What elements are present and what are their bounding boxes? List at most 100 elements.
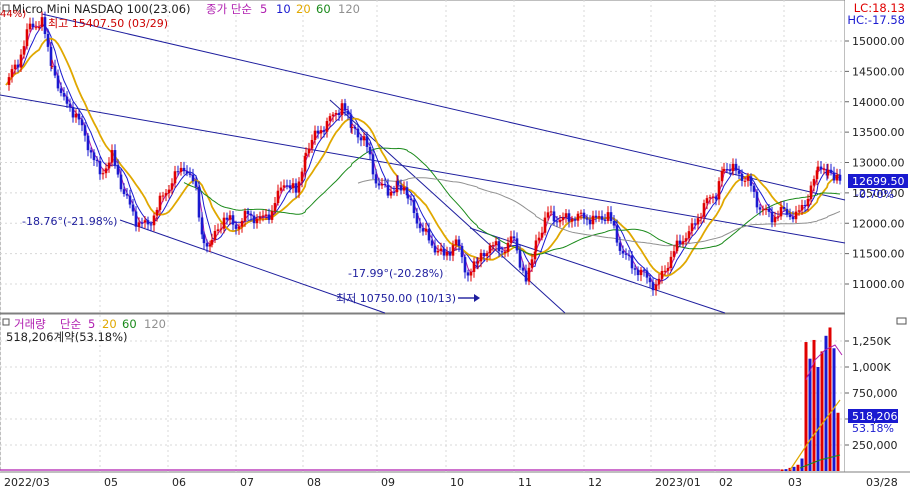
candle-body[interactable] (304, 153, 308, 157)
candle-body[interactable] (392, 191, 396, 193)
candle-body[interactable] (815, 170, 819, 180)
candle-body[interactable] (170, 183, 174, 190)
candle-body[interactable] (131, 204, 135, 212)
candle-body[interactable] (77, 113, 81, 120)
candle-body[interactable] (521, 267, 525, 271)
candle-body[interactable] (767, 208, 771, 212)
candle-body[interactable] (797, 210, 801, 212)
candle-body[interactable] (585, 218, 589, 220)
candle-body[interactable] (182, 167, 186, 172)
candle-body[interactable] (678, 240, 682, 244)
candle-body[interactable] (734, 163, 738, 171)
candle-body[interactable] (764, 208, 768, 210)
candle-body[interactable] (624, 253, 628, 255)
candle-body[interactable] (161, 195, 165, 197)
candle-body[interactable] (555, 221, 559, 223)
candle-body[interactable] (591, 215, 595, 225)
candle-body[interactable] (491, 245, 495, 247)
candle-body[interactable] (543, 217, 547, 233)
candle-body[interactable] (158, 195, 162, 210)
candle-body[interactable] (343, 103, 347, 111)
candle-body[interactable] (785, 208, 789, 215)
candle-body[interactable] (621, 250, 625, 254)
candle-body[interactable] (202, 234, 206, 244)
candle-body[interactable] (137, 222, 141, 227)
price-panel[interactable] (0, 0, 846, 314)
candle-body[interactable] (249, 214, 253, 216)
candle-body[interactable] (579, 212, 583, 214)
candle-body[interactable] (134, 211, 138, 227)
candle-body[interactable] (346, 110, 350, 115)
candle-body[interactable] (122, 189, 126, 195)
candle-body[interactable] (285, 185, 289, 187)
candle-body[interactable] (630, 255, 634, 269)
candle-body[interactable] (681, 241, 685, 244)
candle-body[interactable] (806, 198, 810, 207)
candle-body[interactable] (399, 185, 403, 191)
candle-body[interactable] (819, 166, 823, 170)
candle-body[interactable] (194, 181, 198, 187)
candle-body[interactable] (83, 125, 87, 136)
candle-body[interactable] (19, 54, 23, 68)
candle-body[interactable] (353, 126, 357, 129)
candle-body[interactable] (53, 65, 57, 76)
candle-body[interactable] (80, 119, 84, 126)
candle-body[interactable] (788, 214, 792, 218)
candle-body[interactable] (690, 223, 694, 232)
candle-body[interactable] (472, 261, 476, 272)
candle-body[interactable] (687, 231, 691, 239)
candle-body[interactable] (56, 75, 60, 89)
candle-body[interactable] (270, 211, 274, 220)
candle-body[interactable] (125, 194, 129, 196)
candle-body[interactable] (582, 212, 586, 219)
candle-body[interactable] (46, 34, 50, 47)
candle-body[interactable] (534, 240, 538, 252)
candle-body[interactable] (728, 169, 732, 172)
candle-body[interactable] (606, 212, 610, 221)
candle-body[interactable] (725, 168, 729, 170)
candle-body[interactable] (749, 176, 753, 186)
candle-body[interactable] (636, 269, 640, 276)
candle-body[interactable] (657, 278, 661, 285)
candle-body[interactable] (533, 251, 537, 260)
candle-body[interactable] (7, 77, 11, 85)
candle-body[interactable] (173, 171, 177, 184)
candle-body[interactable] (43, 17, 47, 35)
candle-body[interactable] (368, 146, 372, 155)
candle-body[interactable] (395, 180, 399, 193)
candle-body[interactable] (252, 215, 256, 224)
volume-bar[interactable] (836, 412, 840, 471)
candle-body[interactable] (476, 261, 480, 264)
candle-body[interactable] (74, 113, 78, 118)
candle-body[interactable] (451, 245, 455, 256)
candle-body[interactable] (350, 126, 354, 128)
candle-body[interactable] (524, 270, 528, 282)
candle-body[interactable] (512, 236, 516, 239)
candle-body[interactable] (782, 207, 786, 209)
candle-body[interactable] (597, 216, 601, 218)
candle-body[interactable] (412, 200, 416, 214)
candle-body[interactable] (319, 130, 323, 134)
candle-body[interactable] (717, 181, 721, 200)
volume-bar[interactable] (820, 351, 824, 471)
candle-body[interactable] (561, 217, 565, 221)
candle-body[interactable] (415, 213, 419, 224)
candle-body[interactable] (485, 253, 489, 257)
candle-body[interactable] (386, 184, 390, 196)
candle-body[interactable] (231, 215, 235, 225)
candle-body[interactable] (409, 198, 413, 201)
candle-body[interactable] (243, 211, 247, 221)
candle-body[interactable] (424, 228, 428, 232)
candle-body[interactable] (313, 130, 317, 140)
candle-body[interactable] (639, 269, 643, 276)
candle-body[interactable] (457, 239, 461, 246)
candle-body[interactable] (618, 242, 622, 251)
volume-bar[interactable] (812, 339, 816, 471)
candle-body[interactable] (479, 252, 483, 262)
candle-body[interactable] (167, 189, 171, 194)
panel-toggle-icon[interactable] (896, 317, 907, 325)
candle-body[interactable] (258, 216, 262, 219)
candle-body[interactable] (143, 220, 147, 223)
candle-body[interactable] (693, 223, 697, 225)
